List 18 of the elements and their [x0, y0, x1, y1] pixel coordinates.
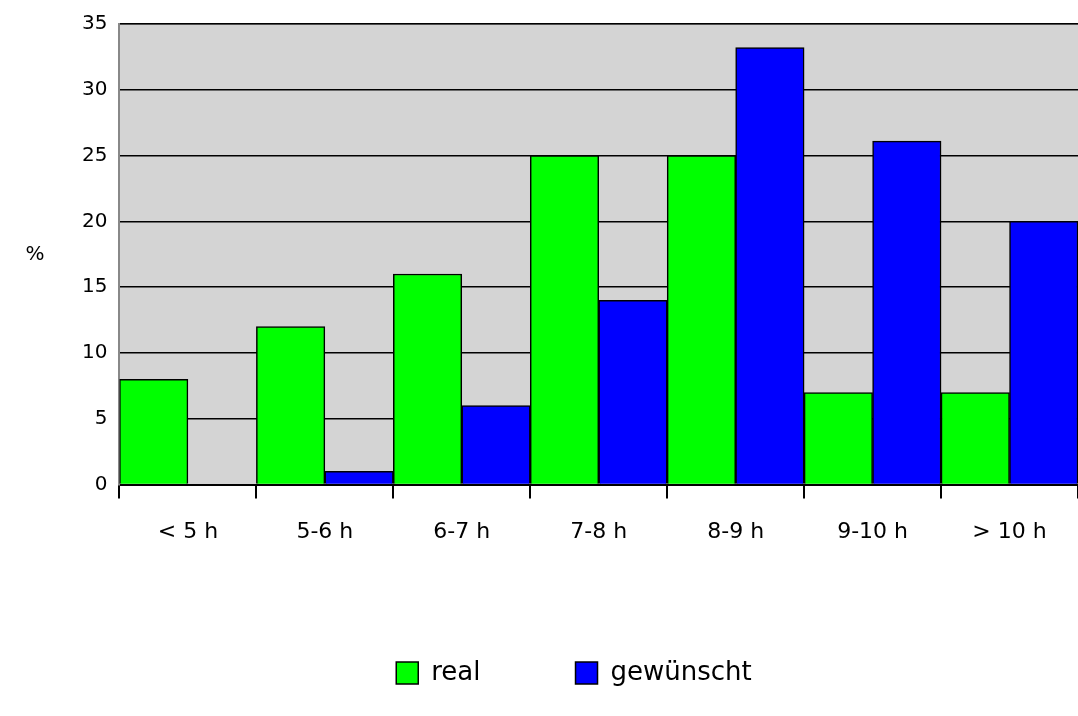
y-axis-title: %: [25, 240, 45, 265]
x-tick-label: 6-7 h: [433, 517, 491, 543]
y-tick-label: 0: [94, 470, 108, 495]
y-tick-label: 30: [82, 76, 108, 100]
x-tick-label: 7-8 h: [570, 517, 628, 543]
x-tick-label: 5-6 h: [296, 517, 354, 543]
y-tick-label: 20: [82, 207, 108, 232]
y-tick-label: 35: [82, 10, 108, 35]
x-tick-label: 8-9 h: [707, 517, 765, 543]
y-tick-label: 5: [94, 405, 108, 429]
x-tick-label: > 10 h: [972, 517, 1047, 543]
y-tick-label: 10: [82, 339, 108, 364]
y-tick-label: 15: [82, 273, 108, 298]
x-tick-label: < 5 h: [157, 517, 219, 543]
y-tick-label: 25: [82, 141, 108, 166]
legend-label: gewünscht: [610, 655, 752, 686]
legend-label: real: [431, 655, 481, 686]
x-tick-label: 9-10 h: [837, 517, 909, 543]
